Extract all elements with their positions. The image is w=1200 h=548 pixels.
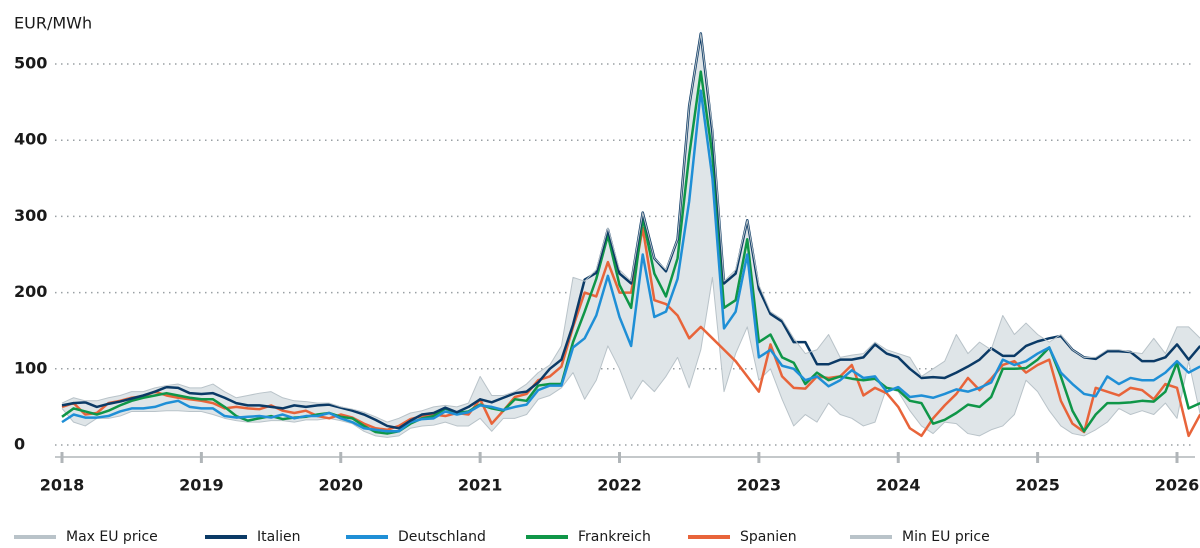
series-line [61,33,1200,423]
x-tick-label: 2024 [876,476,921,495]
y-tick-label: 400 [14,130,47,149]
y-tick-label: 300 [14,206,47,225]
series-line [61,89,1200,433]
y-tick-label: 0 [14,435,25,454]
x-tick-label: 2018 [40,476,85,495]
legend-label: Min EU price [902,529,990,545]
y-tick-label: 200 [14,282,47,301]
legend-label: Italien [257,529,300,545]
x-tick-label: 2020 [318,476,363,495]
x-tick-label: 2019 [179,476,224,495]
x-tick-label: 2026 [1155,476,1200,495]
y-axis-label: EUR/MWh [14,14,92,33]
series-line [61,276,1200,438]
series-line [61,32,1200,430]
legend-label: Deutschland [398,529,486,545]
y-tick-label: 500 [14,54,47,73]
y-tick-label: 100 [14,358,47,377]
x-tick-label: 2023 [737,476,782,495]
legend-label: Max EU price [66,529,158,545]
range-band [62,33,1200,438]
legend-label: Frankreich [578,529,651,545]
x-tick-label: 2021 [458,476,503,495]
x-tick-label: 2025 [1015,476,1060,495]
series-line [61,70,1200,435]
legend-label: Spanien [740,529,797,545]
x-tick-label: 2022 [597,476,642,495]
